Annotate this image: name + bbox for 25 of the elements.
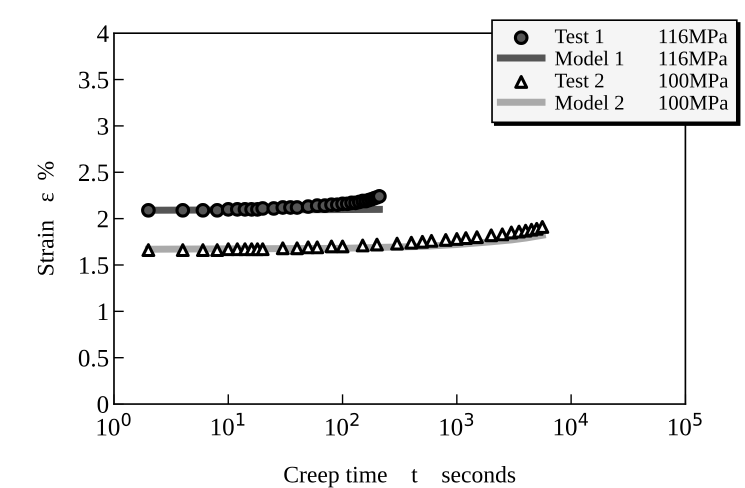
y-tick-label: 1 <box>98 304 108 320</box>
x-axis-title: Creep time t seconds <box>284 466 516 488</box>
annotation: 116MPa <box>660 29 728 44</box>
x-tick-label: 10$^{5}$ <box>668 412 702 436</box>
x-tick-label: 10$^{2}$ <box>326 412 359 436</box>
y-tick-label: 1.5 <box>80 257 108 274</box>
legend-label: Test 1 <box>554 29 604 44</box>
x-tick-label: 10$^{4}$ <box>554 412 588 436</box>
legend-label: Model 1 <box>555 50 624 66</box>
annotation: 116MPa <box>660 51 728 66</box>
y-tick-label: 3.5 <box>79 72 108 89</box>
annotation: 100MPa <box>660 74 728 88</box>
y-tick-label: 4 <box>97 25 109 42</box>
legend-label: Test 2 <box>554 74 604 88</box>
annotation: 100MPa <box>660 96 728 110</box>
x-tick-label: 10$^{1}$ <box>212 412 244 436</box>
y-tick-label: 2.5 <box>78 164 108 182</box>
y-tick-label: 0 <box>98 396 108 413</box>
x-tick-label: 10$^{0}$ <box>98 412 131 436</box>
y-tick-label: 0.5 <box>78 350 108 367</box>
y-axis-title: Strain ε % <box>38 162 54 275</box>
y-tick-label: 2 <box>98 210 108 228</box>
legend-label: Model 2 <box>555 95 624 110</box>
x-tick-label: 10$^{3}$ <box>440 412 474 436</box>
y-tick-label: 3 <box>98 118 108 135</box>
